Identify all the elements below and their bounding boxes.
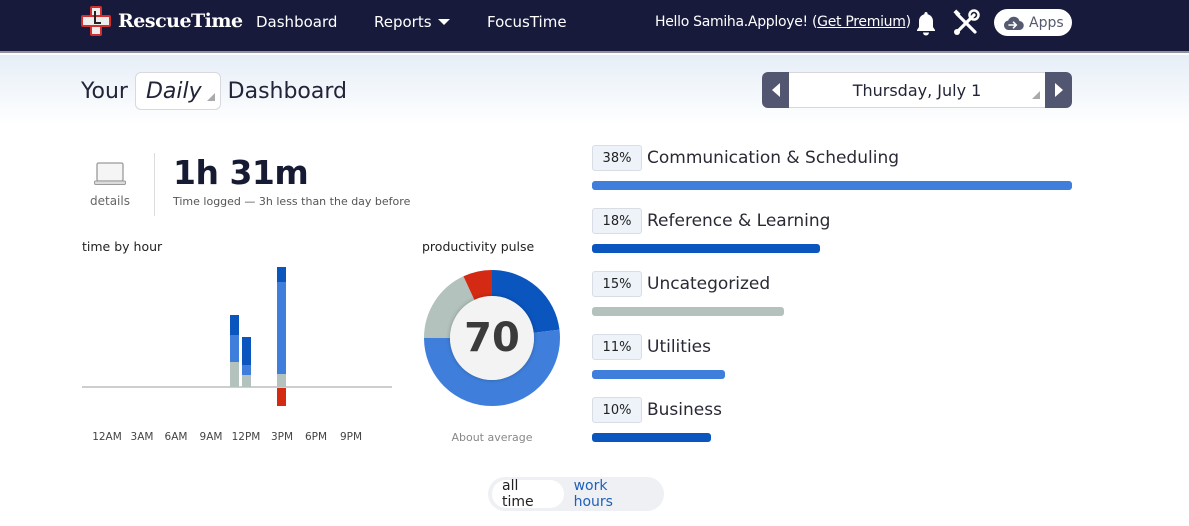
productivity-pulse-label: productivity pulse: [422, 239, 535, 254]
category-name[interactable]: Reference & Learning: [647, 211, 831, 231]
time-logged-caption: Time logged — 3h less than the day befor…: [173, 195, 411, 208]
category-name[interactable]: Business: [647, 400, 722, 420]
divider: [154, 153, 155, 216]
tick-label: 6PM: [304, 431, 328, 443]
tick-label: 12PM: [231, 431, 261, 443]
category-row[interactable]: 10% Business: [592, 397, 1082, 442]
page-title: Your Daily Dashboard: [81, 72, 347, 110]
tick-label: 6AM: [164, 431, 188, 443]
period-select[interactable]: Daily: [134, 72, 221, 110]
nav-reports[interactable]: Reports: [374, 0, 450, 43]
nav-focustime-label: FocusTime: [487, 12, 567, 31]
pulse-caption: About average: [451, 431, 533, 444]
productivity-pulse-donut[interactable]: 70: [424, 270, 560, 406]
category-percent: 10%: [592, 397, 642, 423]
dropdown-corner-icon: [1032, 91, 1040, 99]
category-row[interactable]: 38% Communication & Scheduling: [592, 145, 1082, 190]
title-prefix: Your: [81, 78, 128, 104]
bell-icon[interactable]: [914, 10, 938, 36]
previous-day-button[interactable]: [762, 72, 789, 108]
logo-cross-icon: [81, 6, 111, 36]
title-suffix: Dashboard: [227, 78, 347, 104]
category-bar: [592, 370, 725, 379]
time-range-toggle: all time work hours: [488, 477, 664, 511]
category-percent: 38%: [592, 145, 642, 171]
tick-label: 12AM: [92, 431, 122, 443]
category-bar: [592, 433, 711, 442]
category-name[interactable]: Utilities: [647, 337, 711, 357]
details-label: details: [90, 194, 130, 208]
time-by-hour-label: time by hour: [82, 239, 163, 254]
chart-baseline: [82, 386, 392, 388]
hour-bar-3pm-distracting[interactable]: [277, 388, 286, 406]
greeting-text: Hello Samiha.Apploye! (: [655, 13, 818, 30]
hour-bar-3pm[interactable]: [277, 267, 286, 387]
category-bar: [592, 181, 1072, 190]
category-percent: 18%: [592, 208, 642, 234]
category-bar: [592, 244, 820, 253]
tick-label: 3PM: [270, 431, 294, 443]
apps-label: Apps: [1029, 14, 1064, 31]
toggle-work-hours[interactable]: work hours: [573, 478, 613, 510]
next-day-button[interactable]: [1045, 72, 1072, 108]
user-greeting: Hello Samiha.Apploye! (Get Premium): [655, 0, 911, 43]
nav-dashboard-label: Dashboard: [256, 12, 338, 31]
time-by-hour-chart[interactable]: [82, 258, 392, 418]
tools-icon[interactable]: [952, 9, 980, 37]
category-row[interactable]: 15% Uncategorized: [592, 271, 1082, 316]
hour-bar-11am[interactable]: [230, 315, 239, 387]
toggle-all-time[interactable]: all time: [492, 478, 564, 510]
category-bar: [592, 307, 784, 316]
category-percent: 11%: [592, 334, 642, 360]
time-logged-value: 1h 31m: [173, 153, 309, 192]
date-value: Thursday, July 1: [852, 80, 982, 100]
dropdown-corner-icon: [206, 93, 215, 101]
period-select-value: Daily: [145, 78, 202, 104]
rescuetime-logo[interactable]: RescueTime: [81, 6, 243, 36]
details-button[interactable]: details: [86, 162, 134, 208]
category-row[interactable]: 11% Utilities: [592, 334, 1082, 379]
apps-button[interactable]: Apps: [994, 9, 1072, 36]
arrow-right-icon: [1054, 83, 1063, 97]
tick-label: 9AM: [199, 431, 223, 443]
greeting-suffix: ): [905, 13, 911, 30]
brand-name: RescueTime: [118, 10, 243, 32]
date-navigator: Thursday, July 1: [762, 72, 1072, 108]
tick-label: 3AM: [130, 431, 154, 443]
top-navbar: RescueTime Dashboard Reports FocusTime H…: [0, 0, 1189, 53]
nav-focustime[interactable]: FocusTime: [487, 0, 567, 43]
laptop-icon: [94, 162, 126, 186]
category-row[interactable]: 18% Reference & Learning: [592, 208, 1082, 253]
pulse-score: 70: [450, 296, 534, 380]
get-premium-link[interactable]: Get Premium: [817, 13, 906, 30]
date-picker[interactable]: Thursday, July 1: [789, 72, 1045, 108]
hour-axis: 12AM 3AM 6AM 9AM 12PM 3PM 6PM 9PM: [82, 431, 392, 445]
category-name[interactable]: Uncategorized: [647, 274, 771, 294]
arrow-left-icon: [771, 83, 780, 97]
hour-bar-12pm[interactable]: [242, 337, 251, 387]
nav-reports-label: Reports: [374, 12, 432, 31]
category-name[interactable]: Communication & Scheduling: [647, 148, 900, 168]
nav-dashboard[interactable]: Dashboard: [256, 0, 337, 43]
category-percent: 15%: [592, 271, 642, 297]
chevron-down-icon: [437, 18, 450, 25]
tick-label: 9PM: [339, 431, 363, 443]
cloud-arrow-icon: [1003, 16, 1024, 30]
